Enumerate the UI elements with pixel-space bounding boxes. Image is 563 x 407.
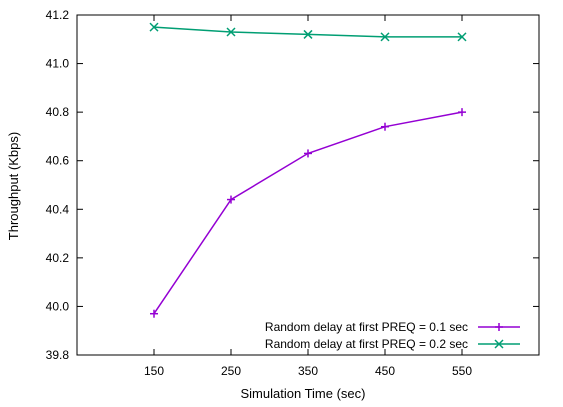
data-series xyxy=(149,22,467,318)
legend-marker xyxy=(495,323,503,331)
legend-marker xyxy=(494,339,504,349)
data-point-2 xyxy=(303,29,313,39)
x-tick-label: 150 xyxy=(144,364,164,378)
legend: Random delay at first PREQ = 0.1 sec Rand… xyxy=(265,320,520,351)
x-axis-ticks: 150 250 350 450 550 xyxy=(144,15,472,378)
plot-frame xyxy=(76,14,540,356)
y-tick-label: 41.2 xyxy=(46,8,70,22)
y-tick-label: 39.8 xyxy=(46,348,70,362)
x-tick-label: 250 xyxy=(221,364,241,378)
plot-axes xyxy=(76,14,540,356)
y-tick-label: 40.6 xyxy=(46,154,70,168)
data-point-2 xyxy=(457,32,467,42)
data-point-2 xyxy=(226,27,236,37)
y-tick-label: 41.0 xyxy=(46,57,70,71)
legend-label: Random delay at first PREQ = 0.1 sec xyxy=(265,320,468,334)
data-point-1 xyxy=(150,309,158,318)
y-tick-label: 40.4 xyxy=(46,202,70,216)
y-axis-ticks: 39.8 40.0 40.2 40.4 40.6 40.8 41.0 41.2 xyxy=(46,8,539,362)
legend-label: Random delay at first PREQ = 0.2 sec xyxy=(265,337,468,351)
y-tick-label: 40.0 xyxy=(46,299,70,313)
x-tick-label: 350 xyxy=(298,364,318,378)
y-axis-label: Throughput (Kbps) xyxy=(6,132,21,240)
x-axis-label: Simulation Time (sec) xyxy=(241,386,366,401)
data-point-1 xyxy=(381,122,389,131)
y-tick-label: 40.2 xyxy=(46,251,70,265)
data-point-2 xyxy=(380,32,390,42)
x-tick-label: 450 xyxy=(375,364,395,378)
data-point-1 xyxy=(304,149,312,158)
data-point-1 xyxy=(458,108,466,117)
data-point-1 xyxy=(227,195,235,204)
data-point-2 xyxy=(149,22,159,32)
x-tick-label: 550 xyxy=(452,364,472,378)
series-line-1 xyxy=(153,111,463,315)
y-tick-label: 40.8 xyxy=(46,105,70,119)
